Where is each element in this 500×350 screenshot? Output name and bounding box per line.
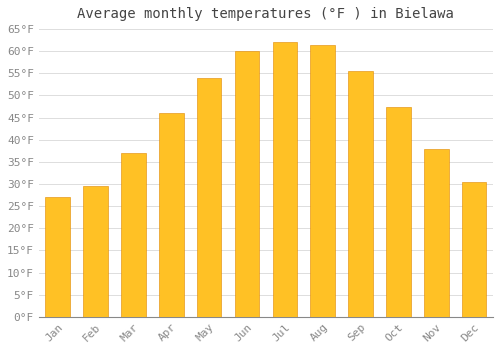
Bar [159, 113, 184, 317]
Bar [424, 149, 448, 317]
Bar [234, 51, 260, 317]
Bar [348, 71, 373, 317]
Bar [84, 186, 108, 317]
Bar [386, 106, 410, 317]
Bar [310, 44, 335, 317]
Title: Average monthly temperatures (°F ) in Bielawa: Average monthly temperatures (°F ) in Bi… [78, 7, 454, 21]
Bar [46, 197, 70, 317]
Bar [121, 153, 146, 317]
Bar [462, 182, 486, 317]
Bar [197, 78, 222, 317]
Bar [272, 42, 297, 317]
